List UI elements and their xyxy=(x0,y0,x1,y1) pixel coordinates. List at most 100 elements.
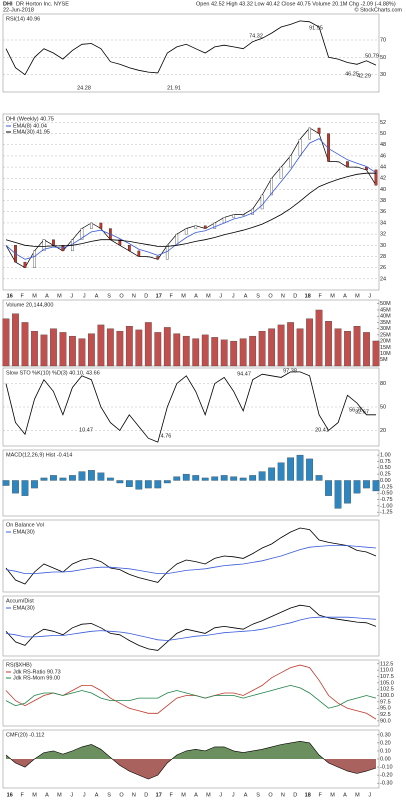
candle-body xyxy=(184,228,188,235)
y-tick-label: 110.0 xyxy=(380,668,393,674)
x-tick-label: M xyxy=(206,792,211,798)
company: DR Horton Inc. NYSE xyxy=(16,1,69,7)
x-tick-label: N xyxy=(281,293,285,299)
x-tick-label: 17 xyxy=(156,293,162,299)
area-negative xyxy=(6,759,376,780)
y-tick-label: 40 xyxy=(380,187,386,193)
y-tick-label: 45M xyxy=(380,307,391,313)
candle-body xyxy=(213,222,217,229)
y-tick-label: 0.00 xyxy=(380,478,391,484)
y-tick-label: 40M xyxy=(380,314,391,320)
y-tick-label: 28 xyxy=(380,254,386,260)
x-tick-label: A xyxy=(194,293,198,299)
volume-bar xyxy=(277,324,285,367)
histogram-bar xyxy=(154,480,162,489)
candle-body xyxy=(317,127,321,134)
histogram-bar xyxy=(163,480,171,484)
x-tick-label: M xyxy=(32,293,37,299)
x-tick-label: M xyxy=(355,293,360,299)
series-line xyxy=(5,527,377,585)
volume-bar xyxy=(12,313,19,367)
x-tick-label: A xyxy=(45,293,49,299)
volume-bar xyxy=(154,332,162,367)
y-tick-label: 15M xyxy=(380,345,391,351)
histogram-bar xyxy=(135,480,143,490)
volume-bar xyxy=(353,326,361,367)
y-tick-label: 80 xyxy=(380,381,386,387)
histogram-bar xyxy=(211,476,219,481)
y-tick-label: 32 xyxy=(380,232,386,238)
x-tick-label: A xyxy=(95,792,99,798)
legend-entry: EMA(30) xyxy=(13,605,35,611)
series-line xyxy=(5,740,377,780)
volume-bar xyxy=(372,340,380,367)
histogram-bar xyxy=(201,477,209,481)
panel-title: MACD(12,26,9) Hist -0.414 xyxy=(6,452,72,458)
histogram-bar xyxy=(306,458,313,481)
volume-bar xyxy=(220,339,228,367)
histogram-bar xyxy=(182,473,190,481)
candle-body xyxy=(260,194,264,210)
annotation: 42.29 xyxy=(357,73,371,79)
x-tick-label: J xyxy=(70,792,73,798)
candle-body xyxy=(232,214,236,218)
histogram-bar xyxy=(69,475,76,481)
y-tick-label: 42 xyxy=(380,176,386,182)
y-tick-label: 50M xyxy=(380,301,391,307)
volume-bar xyxy=(239,338,247,367)
histogram-bar xyxy=(220,475,228,481)
candle-body xyxy=(33,250,36,268)
annotation: 50.79 xyxy=(365,53,379,59)
histogram-bar xyxy=(59,477,67,481)
x-tick-label: 16 xyxy=(7,792,13,798)
x-tick-label: J xyxy=(70,293,73,299)
x-tick-label: A xyxy=(343,792,347,798)
x-tick-label: N xyxy=(132,792,136,798)
x-tick-label: J xyxy=(368,293,371,299)
volume-bar xyxy=(125,326,133,367)
volume-bar xyxy=(87,333,95,367)
panel-title: Slow STO %K(10) %D(3) 40.10, 43.66 xyxy=(6,370,100,376)
y-tick-label: -1.00 xyxy=(380,503,393,509)
candle-body xyxy=(137,250,141,257)
credit: © StockCharts.com xyxy=(355,6,403,13)
x-tick-label: S xyxy=(256,792,260,798)
candle-body xyxy=(222,217,226,224)
histogram-bar xyxy=(315,475,323,481)
y-tick-label: -1.25 xyxy=(380,510,393,516)
y-tick-label: -0.10 xyxy=(380,765,393,771)
annotation: 21.91 xyxy=(167,85,181,91)
x-tick-label: J xyxy=(219,293,222,299)
y-tick-label: 24 xyxy=(380,276,386,282)
histogram-bar xyxy=(296,454,304,481)
histogram-bar xyxy=(125,480,133,487)
histogram-bar xyxy=(372,480,380,492)
histogram-bar xyxy=(144,480,152,489)
annotation: 46.25 xyxy=(345,71,359,77)
y-tick-label: 92.5 xyxy=(380,712,391,718)
annotation: 91.95 xyxy=(309,25,323,31)
y-tick-label: 36 xyxy=(380,209,386,215)
annotation: 56.75 xyxy=(349,407,363,413)
series-line xyxy=(5,664,377,720)
histogram-bar xyxy=(87,470,95,481)
panel-frame xyxy=(2,519,380,593)
volume-bar xyxy=(201,334,209,367)
x-tick-label: 17 xyxy=(156,792,162,798)
volume-bar xyxy=(296,328,304,367)
y-tick-label: 0.50 xyxy=(380,465,391,471)
volume-bar xyxy=(249,335,257,367)
x-tick-label: M xyxy=(181,293,186,299)
x-tick-label: D xyxy=(144,792,148,798)
volume-bar xyxy=(31,330,38,367)
histogram-bar xyxy=(116,480,124,484)
candle-body xyxy=(355,166,359,168)
y-tick-label: 20M xyxy=(380,339,391,345)
volume-bar xyxy=(315,309,323,367)
annotation: 97.38 xyxy=(283,368,297,374)
candle-body xyxy=(279,166,283,179)
candle-body xyxy=(308,127,311,140)
y-tick-label: 0.25 xyxy=(380,472,391,478)
candle-body xyxy=(127,245,131,252)
histogram-bar xyxy=(353,480,361,494)
